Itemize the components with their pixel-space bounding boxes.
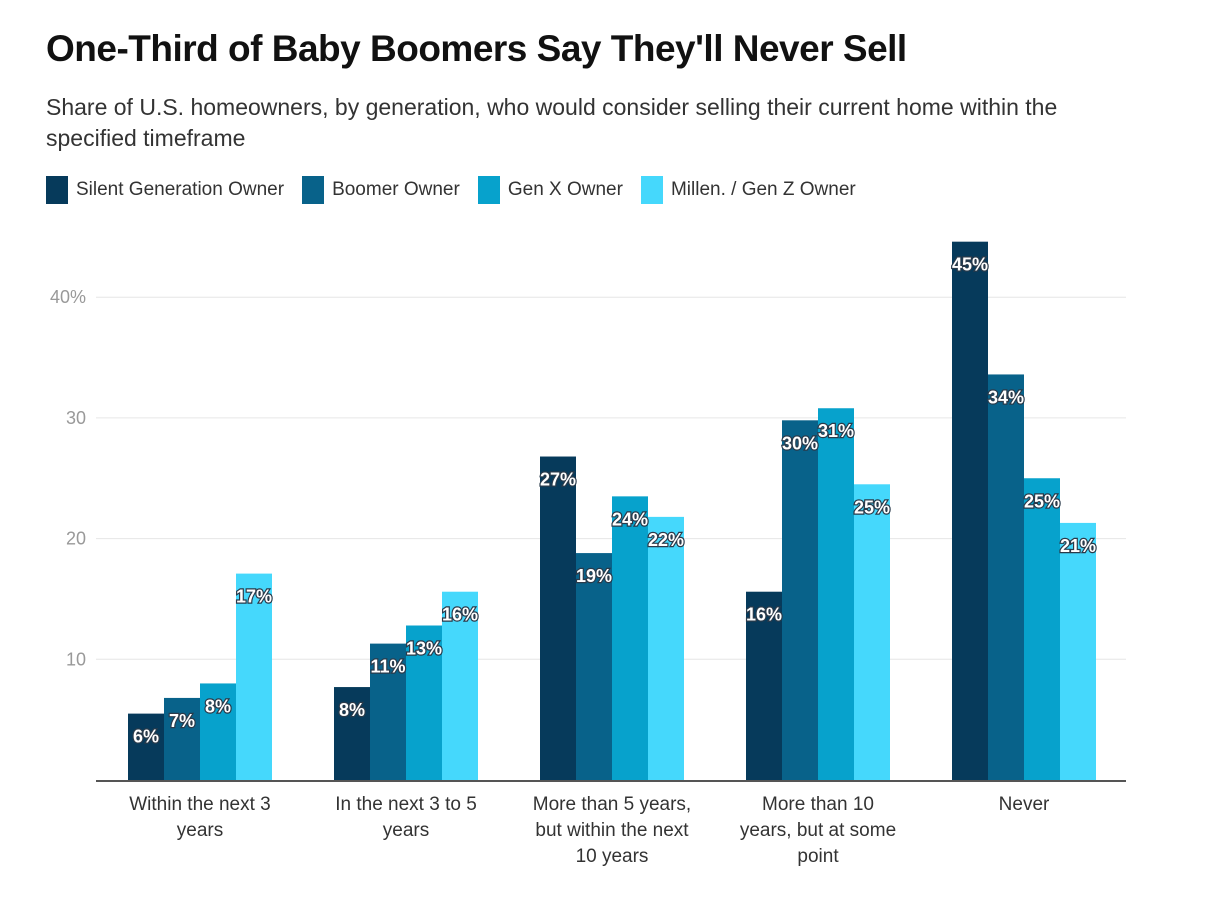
- category-label-line: point: [797, 846, 839, 867]
- bar-s1-c0: [164, 697, 200, 780]
- data-label-s0-c4: 45%: [952, 255, 988, 275]
- bar-s2-c0: [200, 683, 236, 780]
- bar-s0-c1: [334, 687, 370, 780]
- data-label-s0-c0: 6%: [133, 727, 159, 747]
- legend-item-silent: Silent Generation Owner: [46, 176, 284, 204]
- bar-s0-c3: [746, 591, 782, 780]
- bar-s1-c3: [782, 420, 818, 780]
- category-label-line: years: [177, 820, 223, 841]
- bar-s3-c0: [236, 573, 272, 780]
- category-label-line: years: [383, 820, 429, 841]
- data-label-s3-c0: 17%: [236, 587, 272, 607]
- category-label-line: In the next 3 to 5: [335, 794, 477, 815]
- bar-s3-c4: [1060, 522, 1096, 780]
- legend-label-millen-genz: Millen. / Gen Z Owner: [670, 179, 856, 200]
- bar-s2-c3: [818, 408, 854, 780]
- data-label-s3-c1: 16%: [442, 605, 478, 625]
- bar-s2-c4: [1024, 478, 1060, 780]
- bar-s1-c4: [988, 374, 1024, 780]
- bar-s1-c2: [576, 553, 612, 780]
- data-label-s1-c3: 30%: [782, 433, 818, 453]
- legend-label-boomer: Boomer Owner: [332, 179, 460, 200]
- legend-item-millen-genz: Millen. / Gen Z Owner: [640, 176, 856, 204]
- data-label-s3-c3: 25%: [854, 497, 890, 517]
- category-label-line: but within the next: [535, 820, 689, 841]
- category-label-line: 10 years: [576, 846, 649, 867]
- legend-swatch-silent: [46, 176, 68, 204]
- category-label-line: More than 10: [762, 794, 874, 815]
- category-label-1: In the next 3 to 5 years: [335, 794, 477, 841]
- bar-s1-c1: [370, 643, 406, 780]
- category-label-line: Within the next 3: [129, 794, 271, 815]
- data-label-s1-c4: 34%: [988, 387, 1024, 407]
- bar-s3-c3: [854, 484, 890, 780]
- bar-s3-c1: [442, 591, 478, 780]
- category-label-2: More than 5 years, but within the next 10 …: [533, 794, 691, 867]
- bar-s3-c2: [648, 516, 684, 780]
- bar-s0-c2: [540, 456, 576, 780]
- data-label-s2-c3: 31%: [818, 421, 854, 441]
- category-label-line: More than 5 years,: [533, 794, 691, 815]
- data-label-s3-c4: 21%: [1060, 536, 1096, 556]
- bar-s0-c4: [952, 241, 988, 781]
- bar-s2-c2: [612, 496, 648, 780]
- legend-swatch-millen-genz: [640, 176, 663, 204]
- y-tick-label-20: 20: [66, 529, 86, 549]
- data-label-s2-c1: 13%: [406, 639, 442, 659]
- data-label-s1-c2: 19%: [576, 566, 612, 586]
- data-label-s0-c2: 27%: [540, 470, 576, 490]
- data-label-s2-c2: 24%: [612, 509, 648, 529]
- legend-swatch-genx: [477, 176, 500, 204]
- data-label-s1-c1: 11%: [370, 657, 405, 677]
- category-label-line: Never: [999, 794, 1050, 815]
- legend-item-boomer: Boomer Owner: [302, 176, 460, 204]
- data-label-s2-c0: 8%: [205, 696, 231, 716]
- category-label-line: years, but at some: [740, 820, 896, 841]
- chart-subtitle: Share of U.S. homeowners, by generation,…: [46, 94, 1058, 151]
- legend: Silent Generation Owner Boomer Owner Gen…: [46, 176, 856, 204]
- y-tick-label-10: 10: [66, 649, 86, 669]
- legend-swatch-boomer: [302, 176, 325, 204]
- data-label-s0-c1: 8%: [339, 700, 365, 720]
- chart-title: One-Third of Baby Boomers Say They'll Ne…: [46, 28, 907, 69]
- data-label-s0-c3: 16%: [746, 605, 782, 625]
- legend-item-genx: Gen X Owner: [477, 176, 623, 204]
- data-label-s3-c2: 22%: [648, 530, 684, 550]
- category-label-3: More than 10 years, but at some point: [740, 794, 896, 867]
- bar-s2-c1: [406, 625, 442, 780]
- bar-s0-c0: [128, 713, 164, 780]
- legend-label-genx: Gen X Owner: [507, 179, 623, 200]
- legend-label-silent: Silent Generation Owner: [76, 179, 285, 200]
- data-label-s2-c4: 25%: [1024, 491, 1060, 511]
- category-label-4: Never: [999, 794, 1050, 815]
- y-tick-label-30: 30: [66, 408, 86, 428]
- y-tick-label-40: 40%: [50, 287, 86, 307]
- category-label-0: Within the next 3 years: [129, 794, 271, 841]
- data-label-s1-c0: 7%: [169, 711, 195, 731]
